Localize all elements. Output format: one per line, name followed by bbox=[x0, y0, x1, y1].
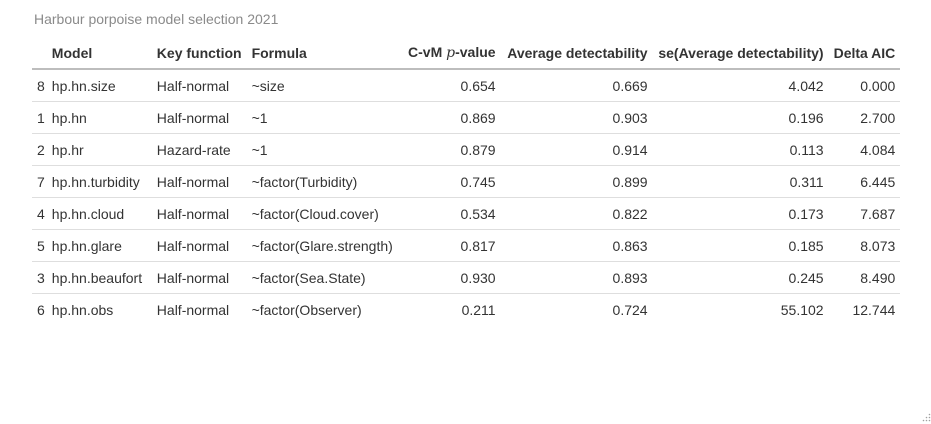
row-index: 2 bbox=[32, 133, 47, 166]
cell-model: hp.hn.glare bbox=[46, 229, 152, 262]
cell-se-average-detectability: 0.185 bbox=[652, 229, 829, 262]
row-index: 7 bbox=[32, 165, 47, 198]
cell-se-average-detectability: 0.245 bbox=[652, 261, 829, 294]
cell-key-function: Half-normal bbox=[151, 165, 247, 198]
table-row: 7 hp.hn.turbidity Half-normal ~factor(Tu… bbox=[32, 165, 901, 198]
cell-delta-aic: 7.687 bbox=[828, 197, 901, 230]
cell-model: hp.hn bbox=[46, 101, 152, 134]
model-selection-table: Model Key function Formula C-vM p-value … bbox=[32, 37, 901, 326]
cell-key-function: Half-normal bbox=[156, 301, 230, 318]
header-se-average-detectability: se(Average detectability) bbox=[652, 37, 829, 70]
table-row: 1 hp.hn Half-normal ~1 0.869 0.903 0.196… bbox=[32, 101, 901, 134]
cell-se-average-detectability: 0.311 bbox=[652, 165, 829, 198]
cell-cvm-p-value: 0.654 bbox=[399, 69, 501, 102]
cell-cvm-p-value: 0.817 bbox=[399, 229, 501, 262]
cell-cvm-p-value: 0.211 bbox=[461, 301, 496, 318]
cell-formula: ~factor(Cloud.cover) bbox=[246, 197, 400, 230]
cell-delta-aic: 8.073 bbox=[828, 229, 901, 262]
row-index: 6 bbox=[37, 301, 45, 318]
cell-delta-aic: 6.445 bbox=[828, 165, 901, 198]
cell-model: hp.hn.turbidity bbox=[46, 165, 152, 198]
table-row: 6 hp.hn.obs Half-normal ~factor(Observer… bbox=[32, 294, 900, 326]
table-row: 5 hp.hn.glare Half-normal ~factor(Glare.… bbox=[32, 229, 901, 262]
header-index bbox=[32, 37, 47, 70]
header-model: Model bbox=[46, 37, 152, 70]
header-cvm-prefix: C-vM bbox=[408, 44, 447, 60]
cell-delta-aic: 2.700 bbox=[828, 101, 901, 134]
cell-cvm-p-value: 0.869 bbox=[399, 101, 501, 134]
cell-formula: ~factor(Turbidity) bbox=[246, 165, 400, 198]
header-average-detectability: Average detectability bbox=[500, 37, 653, 70]
cell-average-detectability: 0.822 bbox=[500, 197, 653, 230]
row-index: 4 bbox=[32, 197, 47, 230]
cell-formula: ~factor(Observer) bbox=[251, 301, 362, 318]
cell-se-average-detectability: 0.113 bbox=[652, 133, 829, 166]
cell-formula: ~1 bbox=[246, 101, 400, 134]
cell-cvm-p-value: 0.745 bbox=[399, 165, 501, 198]
cell-key-function: Half-normal bbox=[151, 229, 247, 262]
cell-average-detectability: 0.914 bbox=[500, 133, 653, 166]
cell-formula: ~size bbox=[246, 69, 400, 102]
cell-average-detectability: 0.893 bbox=[500, 261, 653, 294]
cell-cvm-p-value: 0.930 bbox=[399, 261, 501, 294]
cell-se-average-detectability: 0.173 bbox=[652, 197, 829, 230]
cell-delta-aic: 4.084 bbox=[828, 133, 901, 166]
row-index: 5 bbox=[32, 229, 47, 262]
table-row: 2 hp.hr Hazard-rate ~1 0.879 0.914 0.113… bbox=[32, 133, 901, 166]
resize-grip-icon-svg bbox=[922, 413, 931, 422]
cell-average-detectability: 0.669 bbox=[500, 69, 653, 102]
header-key-function: Key function bbox=[151, 37, 247, 70]
table-row: 8 hp.hn.size Half-normal ~size 0.654 0.6… bbox=[32, 69, 901, 102]
cell-cvm-p-value: 0.879 bbox=[399, 133, 501, 166]
cell-key-function: Half-normal bbox=[151, 197, 247, 230]
cell-average-detectability: 0.899 bbox=[500, 165, 653, 198]
cell-formula: ~factor(Glare.strength) bbox=[246, 229, 400, 262]
cell-formula: ~factor(Sea.State) bbox=[246, 261, 400, 294]
table-row: 4 hp.hn.cloud Half-normal ~factor(Cloud.… bbox=[32, 197, 901, 230]
cell-key-function: Half-normal bbox=[151, 101, 247, 134]
cell-key-function: Half-normal bbox=[151, 261, 247, 294]
resize-grip-icon[interactable] bbox=[921, 412, 931, 422]
cell-delta-aic: 12.744 bbox=[852, 301, 896, 318]
cell-model: hp.hn.beaufort bbox=[46, 261, 152, 294]
cell-model: hp.hr bbox=[46, 133, 152, 166]
cell-model: hp.hn.size bbox=[46, 69, 152, 102]
cell-formula: ~1 bbox=[246, 133, 400, 166]
cell-cvm-p-value: 0.534 bbox=[399, 197, 501, 230]
header-cvm-p: p bbox=[446, 45, 456, 61]
cell-delta-aic: 8.490 bbox=[828, 261, 901, 294]
table-row: 3 hp.hn.beaufort Half-normal ~factor(Sea… bbox=[32, 261, 901, 294]
row-index: 8 bbox=[32, 69, 47, 102]
row-index: 1 bbox=[32, 101, 47, 134]
cell-average-detectability: 0.903 bbox=[500, 101, 653, 134]
cell-se-average-detectability: 0.196 bbox=[652, 101, 829, 134]
cell-delta-aic: 0.000 bbox=[828, 69, 901, 102]
header-delta-aic: Delta AIC bbox=[828, 37, 901, 70]
header-formula: Formula bbox=[246, 37, 400, 70]
cell-key-function: Half-normal bbox=[151, 69, 247, 102]
table-caption: Harbour porpoise model selection 2021 bbox=[34, 11, 279, 27]
cell-model: hp.hn.cloud bbox=[46, 197, 152, 230]
cell-model: hp.hn.obs bbox=[51, 301, 114, 318]
cell-average-detectability: 0.724 bbox=[612, 301, 648, 318]
cell-se-average-detectability: 4.042 bbox=[652, 69, 829, 102]
cell-key-function: Hazard-rate bbox=[151, 133, 247, 166]
cell-average-detectability: 0.863 bbox=[500, 229, 653, 262]
cell-se-average-detectability: 55.102 bbox=[780, 301, 824, 318]
header-cvm-p-value: C-vM p-value bbox=[399, 37, 501, 70]
table-header-row: Model Key function Formula C-vM p-value … bbox=[32, 37, 901, 70]
header-cvm-suffix: -value bbox=[455, 44, 496, 60]
row-index: 3 bbox=[32, 261, 47, 294]
